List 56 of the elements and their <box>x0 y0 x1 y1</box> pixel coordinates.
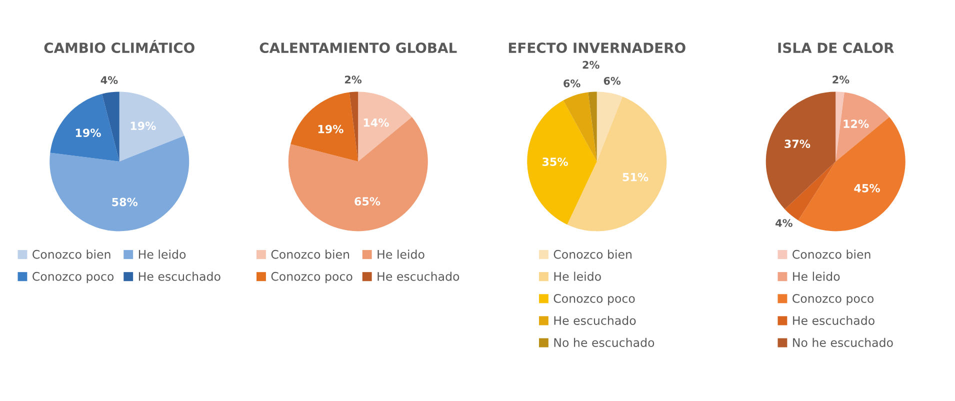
pie-slice <box>588 92 597 162</box>
pie-slice <box>288 116 428 232</box>
legend-label: He leido <box>554 272 601 281</box>
legend-label: He leido <box>138 250 186 259</box>
legend-label: Conozco poco <box>271 272 352 284</box>
data-label: 19% <box>76 128 101 137</box>
data-label: 19% <box>318 124 344 134</box>
pie-slice <box>358 92 412 162</box>
data-label: 2% <box>582 60 600 69</box>
data-label: 14% <box>364 118 389 127</box>
legend-label: Conozco poco <box>792 294 874 306</box>
legend-label: He leido <box>378 250 424 259</box>
pie-slice <box>596 92 623 162</box>
data-label: 6% <box>604 76 621 85</box>
legend-label: No he escuchado <box>554 338 654 348</box>
data-label: 2% <box>832 76 850 84</box>
chart-title: EFECTO INVERNADERO <box>508 42 686 54</box>
pie-slice <box>102 92 120 162</box>
pie-slice <box>836 92 890 162</box>
pie-slice <box>290 92 358 162</box>
data-label: 35% <box>542 158 568 166</box>
chart-title: CALENTAMIENTO GLOBAL <box>260 42 457 54</box>
pie-slice <box>349 92 358 162</box>
legend-label: Conozco bien <box>792 250 870 259</box>
pie-slice <box>766 92 836 210</box>
legend-label: Conozco poco <box>554 294 635 306</box>
legend-label: He escuchado <box>793 316 874 325</box>
chart-title: CAMBIO CLIMÁTICO <box>44 40 194 54</box>
data-label: 37% <box>784 140 810 148</box>
legend-label: Conozco bien <box>271 250 350 259</box>
data-label: 51% <box>622 172 648 182</box>
pie-slice <box>50 94 120 162</box>
legend-label: He escuchado <box>378 272 460 281</box>
legend-label: He escuchado <box>554 316 636 325</box>
data-label: 6% <box>564 79 580 88</box>
data-label: 2% <box>345 76 362 84</box>
data-label: 4% <box>776 219 792 227</box>
pie-slice <box>784 161 836 220</box>
legend-label: Conozco poco <box>32 272 114 284</box>
data-label: 45% <box>854 184 880 192</box>
pie-slice <box>836 92 844 162</box>
pie-slice <box>119 92 184 162</box>
legend-label: No he escuchado <box>793 338 893 348</box>
data-label: 58% <box>112 198 138 206</box>
legend-label: He escuchado <box>138 272 220 281</box>
chart-title: ISLA DE CALOR <box>778 42 894 54</box>
legend-label: Conozco bien <box>554 250 632 259</box>
legend-label: Conozco bien <box>32 250 110 259</box>
data-label: 4% <box>100 76 118 84</box>
data-label: 65% <box>354 197 380 206</box>
pie-slice <box>567 96 667 232</box>
data-label: 19% <box>130 122 156 130</box>
legend-label: He leido <box>793 272 840 281</box>
pie-slice <box>50 136 190 232</box>
pie-slice <box>527 100 597 225</box>
data-label: 12% <box>844 120 869 128</box>
